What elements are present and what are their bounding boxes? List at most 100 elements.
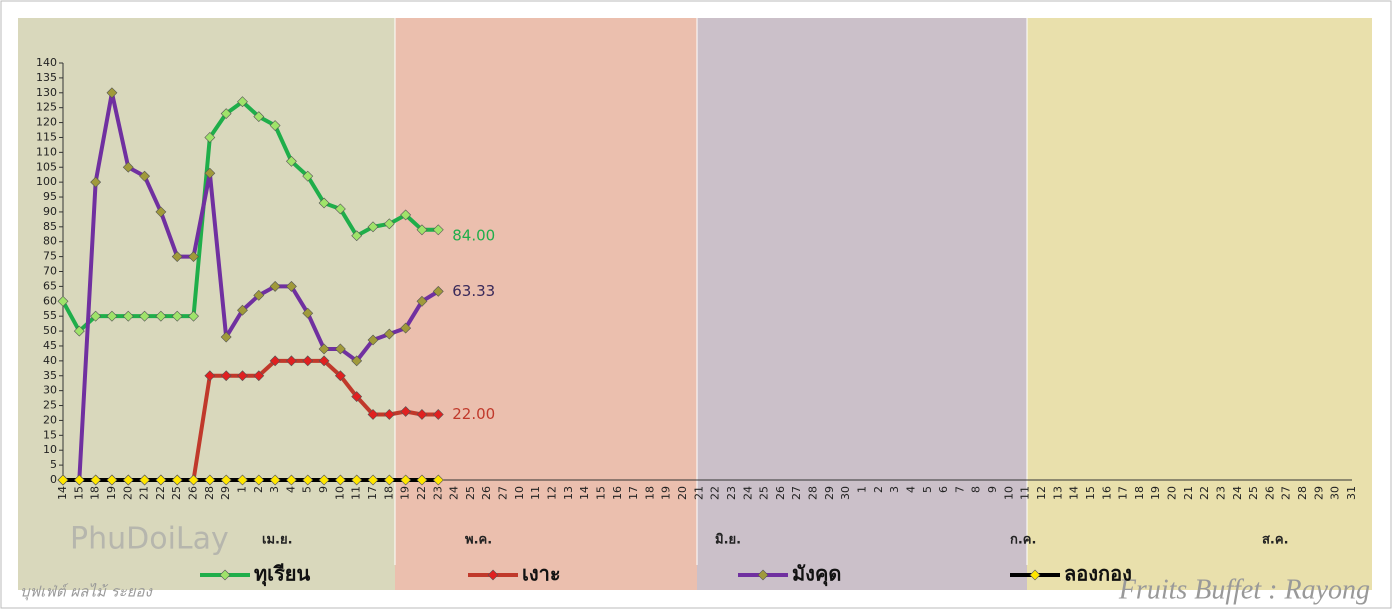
- x-tick-label: 22: [415, 486, 428, 500]
- x-tick-label: 18: [1133, 486, 1146, 500]
- point-marker: [253, 111, 265, 123]
- point-marker: [139, 474, 151, 486]
- y-tick-label: 100: [36, 175, 57, 188]
- x-tick-label: 14: [578, 486, 591, 500]
- x-tick-label: 6: [937, 486, 950, 493]
- y-tick-label: 20: [43, 413, 57, 426]
- point-marker: [269, 280, 281, 292]
- x-tick-label: 1: [235, 486, 248, 493]
- point-marker: [302, 307, 314, 319]
- x-tick-label: 16: [1100, 486, 1113, 500]
- x-tick-label: 10: [513, 486, 526, 500]
- point-marker: [269, 120, 281, 131]
- x-tick-label: 15: [1084, 486, 1097, 500]
- y-tick-label: 90: [43, 205, 57, 218]
- point-marker: [122, 161, 134, 173]
- point-marker: [204, 167, 216, 179]
- point-marker: [286, 474, 297, 486]
- point-marker: [367, 409, 379, 420]
- x-tick-label: 5: [921, 486, 934, 493]
- x-tick-label: 26: [480, 486, 493, 500]
- point-marker: [269, 355, 281, 367]
- x-tick-label: 11: [1019, 486, 1032, 500]
- y-tick-label: 35: [43, 369, 57, 382]
- y-tick-label: 95: [43, 190, 57, 203]
- point-marker: [204, 370, 216, 382]
- point-marker: [416, 295, 428, 307]
- y-tick-label: 50: [43, 324, 57, 337]
- y-tick-label: 75: [43, 250, 57, 263]
- legend-label: มังคุด: [792, 562, 841, 587]
- point-marker: [188, 310, 199, 322]
- point-marker: [171, 251, 183, 263]
- month-label: เม.ย.: [262, 533, 293, 548]
- x-tick-label: 23: [725, 486, 738, 500]
- x-tick-label: 25: [170, 486, 183, 500]
- point-marker: [351, 230, 363, 242]
- point-marker: [90, 474, 102, 486]
- point-marker: [237, 370, 248, 382]
- legend-label: ลองกอง: [1064, 562, 1132, 586]
- x-tick-label: 22: [154, 486, 167, 500]
- x-tick-label: 2: [252, 486, 265, 493]
- point-marker: [400, 406, 412, 417]
- point-marker: [318, 355, 330, 367]
- legend-marker: [219, 569, 231, 581]
- point-marker: [237, 304, 248, 316]
- bg-mangosteen: [697, 18, 1027, 590]
- point-marker: [334, 203, 346, 215]
- x-tick-label: 24: [741, 486, 754, 500]
- y-tick-label: 65: [43, 279, 57, 292]
- watermark: Fruits Buffet : Rayong: [1118, 574, 1370, 605]
- point-marker: [286, 280, 297, 292]
- point-marker: [155, 310, 167, 322]
- y-tick-label: 25: [43, 399, 57, 412]
- point-marker: [302, 170, 314, 182]
- watermark: PhuDoiLay: [70, 522, 229, 557]
- x-tick-label: 2: [872, 486, 885, 493]
- legend-label: เงาะ: [522, 562, 561, 586]
- x-tick-label: 7: [953, 486, 966, 493]
- y-tick-label: 55: [43, 309, 57, 322]
- x-tick-label: 18: [89, 486, 102, 500]
- point-marker: [122, 474, 134, 486]
- y-tick-label: 70: [43, 265, 57, 278]
- point-marker: [122, 310, 134, 322]
- x-tick-label: 26: [187, 486, 200, 500]
- point-marker: [400, 474, 412, 486]
- x-tick-label: 23: [431, 486, 444, 500]
- x-tick-label: 3: [268, 486, 281, 493]
- point-marker: [416, 474, 428, 486]
- month-label: ก.ค.: [1010, 533, 1036, 548]
- point-marker: [318, 197, 330, 209]
- x-tick-label: 15: [72, 486, 85, 500]
- point-marker: [286, 355, 297, 367]
- point-marker: [432, 409, 444, 420]
- point-marker: [106, 310, 118, 322]
- point-marker: [432, 224, 444, 236]
- x-tick-label: 27: [790, 486, 803, 500]
- point-marker: [416, 224, 428, 236]
- y-tick-label: 60: [43, 294, 57, 307]
- x-tick-label: 25: [1247, 486, 1260, 500]
- x-tick-label: 17: [1117, 486, 1130, 500]
- x-tick-label: 28: [203, 486, 216, 500]
- point-marker: [155, 206, 167, 218]
- x-tick-label: 9: [317, 486, 330, 493]
- x-tick-label: 10: [333, 486, 346, 500]
- x-tick-label: 4: [284, 486, 297, 493]
- x-tick-label: 20: [1166, 486, 1179, 500]
- value-label: 84.00: [452, 226, 495, 244]
- x-tick-label: 12: [545, 486, 558, 500]
- point-marker: [383, 409, 395, 420]
- x-tick-label: 29: [823, 486, 836, 500]
- x-tick-label: 1: [856, 486, 869, 493]
- x-tick-label: 26: [774, 486, 787, 500]
- point-marker: [171, 310, 183, 322]
- x-tick-label: 28: [1296, 486, 1309, 500]
- point-marker: [57, 474, 69, 486]
- point-marker: [318, 474, 330, 486]
- x-tick-label: 20: [676, 486, 689, 500]
- point-marker: [318, 343, 330, 355]
- x-tick-label: 25: [758, 486, 771, 500]
